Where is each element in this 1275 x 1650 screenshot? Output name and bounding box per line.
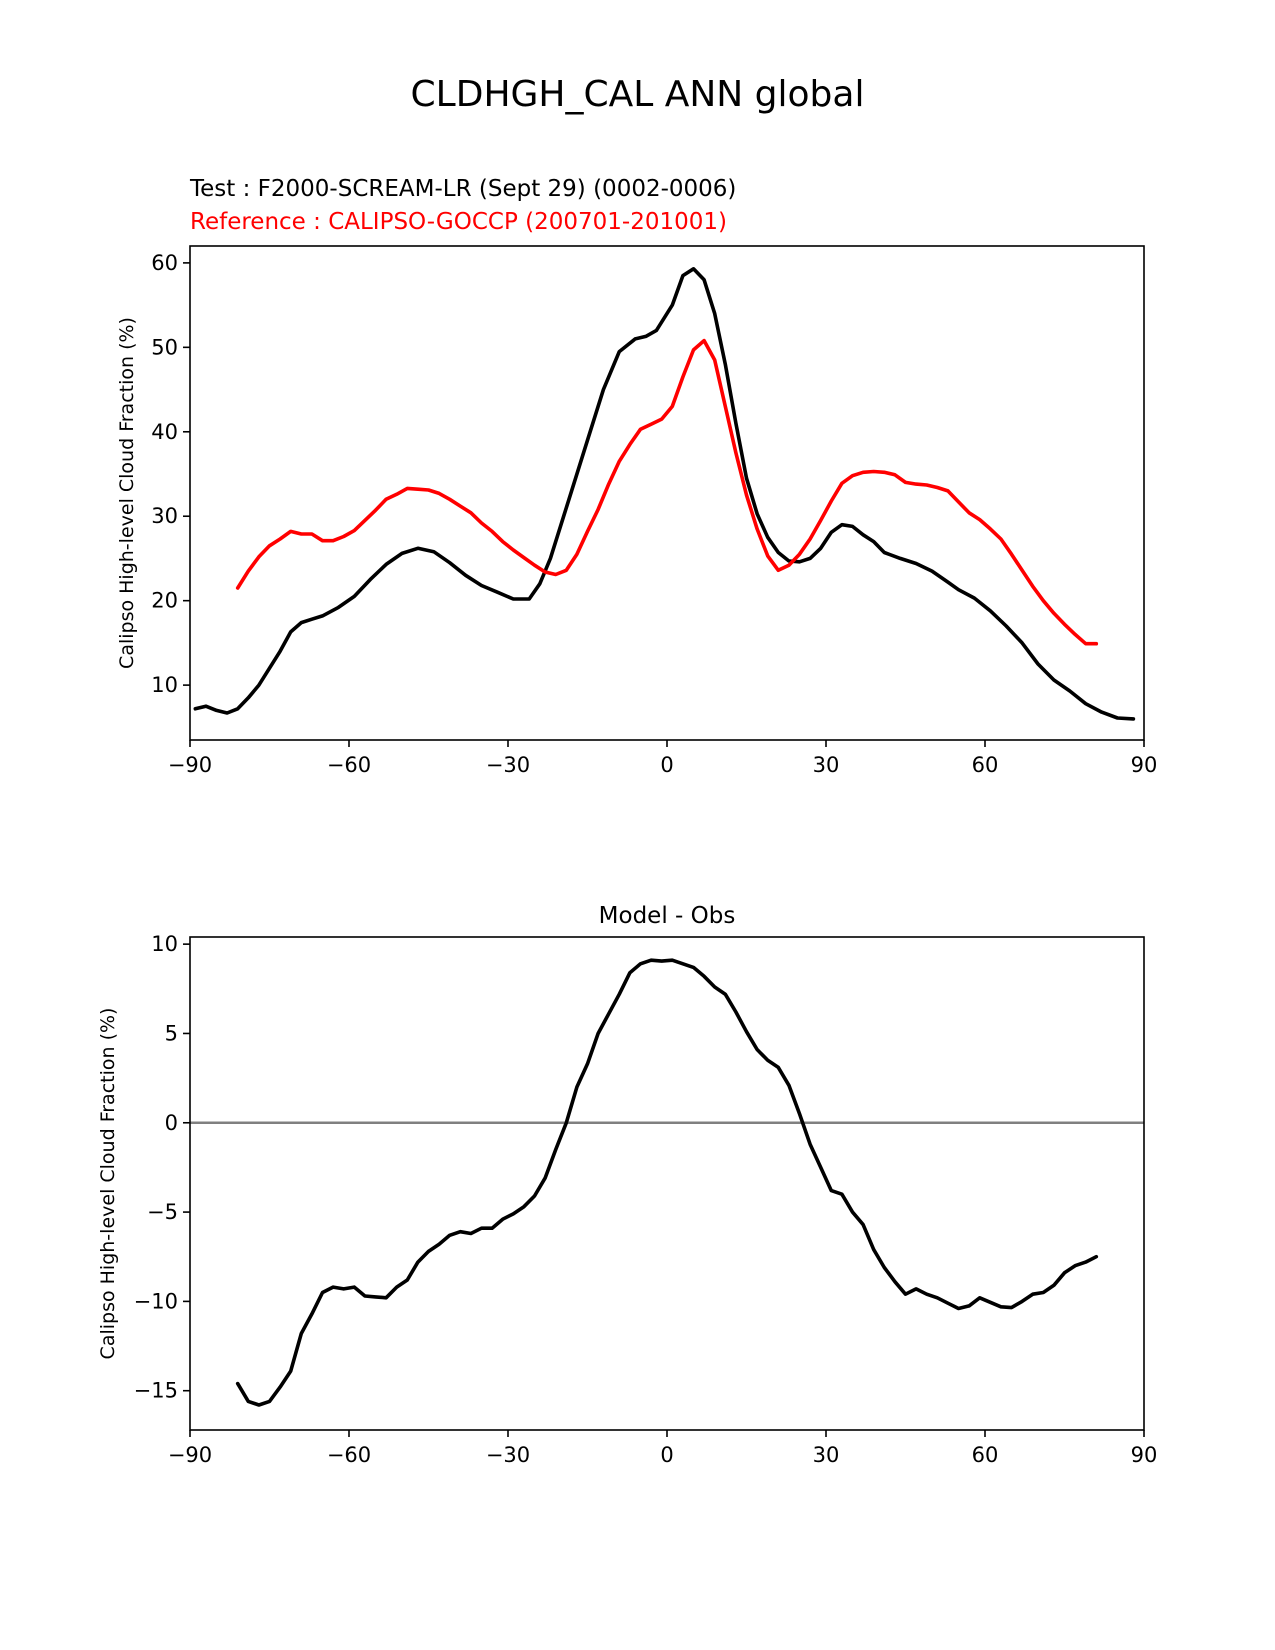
x-tick-label: −60 <box>327 1443 371 1467</box>
y-tick-label: 40 <box>151 420 178 444</box>
series-line-reference <box>235 338 1099 646</box>
x-tick-label: 60 <box>972 753 999 777</box>
y-tick-label: −15 <box>134 1379 178 1403</box>
x-tick-label: 30 <box>813 753 840 777</box>
y-tick-label: −5 <box>147 1200 178 1224</box>
figure-title: CLDHGH_CAL ANN global <box>410 74 865 115</box>
y-tick-label: 10 <box>151 932 178 956</box>
x-tick-label: 0 <box>660 1443 673 1467</box>
y-tick-label: 5 <box>165 1021 178 1045</box>
y-axis-label: Calipso High-level Cloud Fraction (%) <box>116 317 138 669</box>
y-tick-label: −10 <box>134 1289 178 1313</box>
x-tick-label: 90 <box>1131 1443 1158 1467</box>
x-tick-label: −90 <box>168 1443 212 1467</box>
x-tick-label: 0 <box>660 753 673 777</box>
axes-frame <box>189 936 1145 1431</box>
diff-plot-title: Model - Obs <box>598 903 736 929</box>
y-tick-label: 50 <box>151 335 178 359</box>
y-tick-label: 60 <box>151 251 178 275</box>
x-tick-label: −30 <box>486 1443 530 1467</box>
series-line-model-obs <box>235 958 1099 1407</box>
y-tick-label: 10 <box>151 673 178 697</box>
x-tick-label: −90 <box>168 753 212 777</box>
x-tick-label: 90 <box>1131 753 1158 777</box>
reference-label: Reference : CALIPSO-GOCCP (200701-201001… <box>190 209 728 235</box>
x-tick-label: −30 <box>486 753 530 777</box>
y-axis-label: Calipso High-level Cloud Fraction (%) <box>97 1008 119 1360</box>
y-tick-label: 20 <box>151 589 178 613</box>
test-label: Test : F2000-SCREAM-LR (Sept 29) (0002-0… <box>190 176 737 202</box>
x-tick-label: 60 <box>972 1443 999 1467</box>
x-tick-label: −60 <box>327 753 371 777</box>
x-tick-label: 30 <box>813 1443 840 1467</box>
y-tick-label: 0 <box>165 1111 178 1135</box>
y-tick-label: 30 <box>151 504 178 528</box>
series-line-test <box>193 266 1136 721</box>
